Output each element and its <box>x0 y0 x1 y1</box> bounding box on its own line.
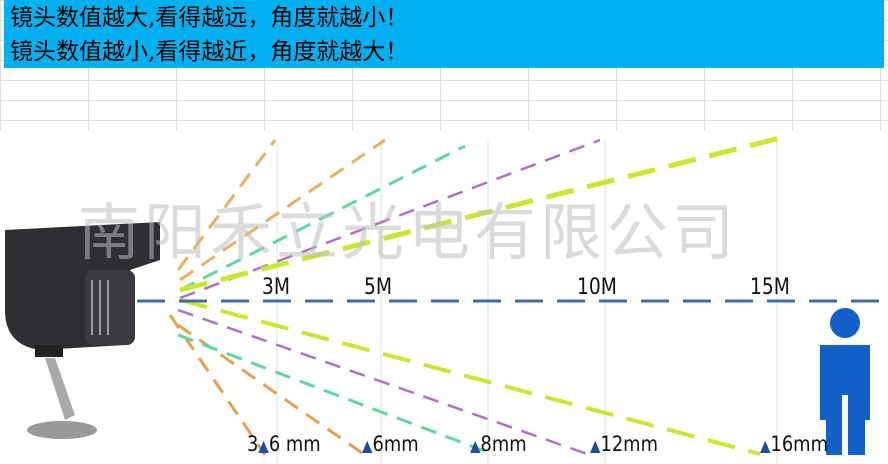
fov-8mm-lower <box>177 333 496 457</box>
fov-3-6mm-upper <box>176 139 277 271</box>
person-icon <box>820 308 870 455</box>
triangle-marker-icon: ▲ <box>258 436 269 455</box>
diagram-graphics <box>5 135 888 464</box>
distance-label-3m: 3M <box>262 275 291 300</box>
lens-label-6mm: ▲6mm <box>362 432 419 456</box>
watermark: 南阳禾立光电有限公司 <box>78 196 739 269</box>
triangle-marker-icon: ▲ <box>362 436 373 455</box>
distance-label-15m: 15M <box>750 275 790 300</box>
fov-12mm-lower <box>177 308 591 457</box>
banner-line-2: 镜头数值越小,看得越近，角度就越大！ <box>10 39 409 65</box>
fov-16mm-lower <box>179 298 761 456</box>
triangle-marker-icon: ▲ <box>590 436 601 455</box>
lens-label-16mm: ▲16mm <box>760 432 828 456</box>
fov-16mm-upper <box>179 135 781 293</box>
camera-icon <box>5 222 160 439</box>
lens-label-3-6mm: 3▲6 mm <box>247 432 321 456</box>
distance-label-5m: 5M <box>364 275 393 300</box>
lens-angle-diagram: 南阳禾立光电有限公司 3M 5M 10M 15M 3▲6 mm ▲6mm ▲8m… <box>0 130 888 464</box>
fov-6mm-upper <box>179 138 386 282</box>
fov-8mm-upper <box>179 144 466 292</box>
lens-label-8mm: ▲8mm <box>470 432 527 456</box>
header-banner: 镜头数值越大,看得越远，角度就越小！ 镜头数值越小,看得越近，角度就越大！ <box>4 0 884 68</box>
distance-label-10m: 10M <box>577 275 617 300</box>
lens-label-12mm: ▲12mm <box>590 432 658 456</box>
fov-12mm-upper <box>179 138 601 300</box>
triangle-marker-icon: ▲ <box>470 436 481 455</box>
triangle-marker-icon: ▲ <box>760 436 771 455</box>
banner-line-1: 镜头数值越大,看得越远，角度就越小！ <box>10 5 409 31</box>
